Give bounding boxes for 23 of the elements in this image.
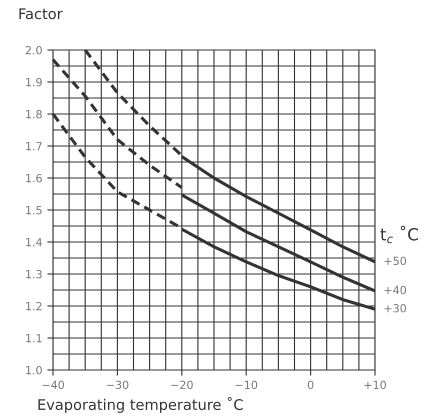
y-tick-label: 1.9 [26, 78, 42, 86]
series-label: +30 [384, 304, 406, 312]
x-tick-label: +10 [364, 380, 386, 390]
y-tick-label: 1.0 [26, 366, 42, 374]
x-tick-label: 0 [308, 380, 314, 390]
y-axis-title: Factor [19, 8, 63, 20]
y-tick-label: 1.2 [26, 302, 42, 310]
series-label: +40 [384, 286, 406, 294]
y-tick-label: 1.7 [26, 142, 42, 150]
y-tick-label: 2.0 [26, 46, 42, 54]
y-tick-label: 1.1 [26, 334, 42, 342]
x-tick-label: −40 [42, 380, 64, 390]
x-tick-label: −10 [236, 380, 258, 390]
x-tick-label: −20 [171, 380, 193, 390]
y-tick-label: 1.3 [26, 270, 42, 278]
y-tick-label: 1.6 [26, 174, 42, 182]
x-axis-title: Evaporating temperature ˚C [38, 397, 243, 413]
y-tick-label: 1.4 [26, 238, 42, 246]
series-label: +50 [384, 256, 406, 266]
legend-title: t$_{c}$ ˚C [380, 226, 418, 244]
y-tick-label: 1.5 [26, 206, 42, 214]
x-tick-label: −30 [106, 380, 128, 390]
y-tick-label: 1.8 [26, 110, 42, 118]
